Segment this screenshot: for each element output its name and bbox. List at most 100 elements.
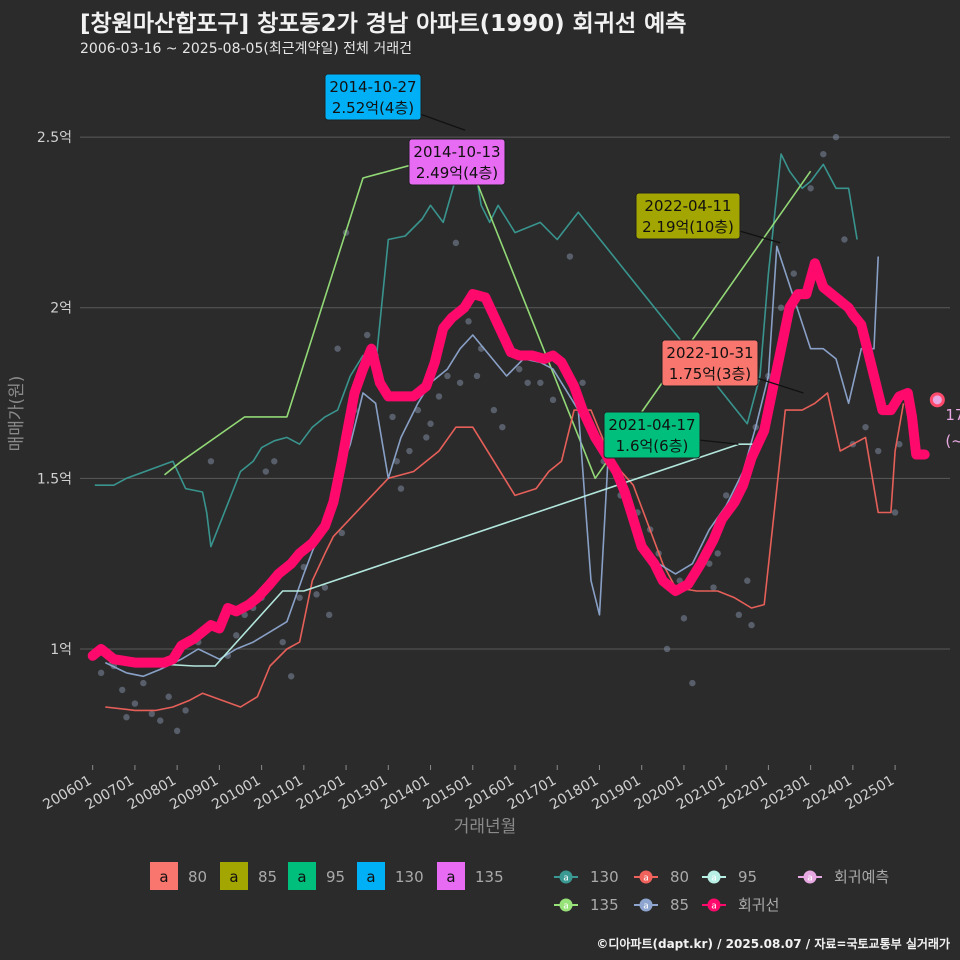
scatter-point xyxy=(537,379,544,386)
series-line-135 xyxy=(163,149,812,480)
annotation-value: 2.19억(10층) xyxy=(642,218,734,236)
scatter-point xyxy=(287,673,295,680)
scatter-point xyxy=(321,584,329,591)
scatter-point xyxy=(393,458,400,465)
scatter-point xyxy=(119,686,126,694)
scatter-point xyxy=(427,420,434,427)
scatter-point xyxy=(499,423,506,431)
scatter-point xyxy=(524,379,531,386)
scatter-point xyxy=(182,707,189,714)
annotation-date: 2021-04-17 xyxy=(608,416,695,434)
scatter-point xyxy=(296,594,303,601)
scatter-point xyxy=(173,727,181,735)
scatter-point xyxy=(207,458,215,465)
y-tick-label: 1억 xyxy=(50,642,72,658)
legend-box-glyph: a xyxy=(297,868,306,886)
legend-line-label: 95 xyxy=(738,868,757,886)
scatter-point xyxy=(807,185,814,192)
scatter-point xyxy=(777,304,785,311)
chart-subtitle: 2006-03-16 ~ 2025-08-05(최근계약일) 전체 거래건 xyxy=(80,41,412,57)
legend-line-label: 130 xyxy=(590,868,619,886)
scatter-point xyxy=(338,529,346,537)
scatter-point xyxy=(490,406,498,414)
scatter-point xyxy=(891,509,899,516)
scatter-point xyxy=(452,239,460,247)
legend-line-label: 회귀예측 xyxy=(834,868,889,886)
scatter-point xyxy=(444,372,451,380)
legend-line-glyph: a xyxy=(807,874,813,884)
scatter-point xyxy=(233,632,240,639)
scatter-point xyxy=(735,611,743,619)
scatter-point xyxy=(473,372,481,380)
y-axis-title: 매매가(원) xyxy=(7,376,27,452)
scatter-point xyxy=(325,611,333,619)
legend-box-swatch xyxy=(288,862,316,890)
y-tick-label: 2억 xyxy=(50,301,72,317)
scatter-point xyxy=(744,577,751,584)
annotation-box xyxy=(661,339,759,387)
legend-line-dot xyxy=(639,870,653,884)
scatter-point xyxy=(313,591,320,598)
scatter-point xyxy=(714,550,721,557)
legend-box-glyph: a xyxy=(366,868,375,886)
forecast-area-label: (~80㎡) xyxy=(945,432,960,450)
legend-line-glyph: a xyxy=(643,902,649,912)
scatter-point xyxy=(516,365,523,373)
legend-line-label: 135 xyxy=(590,896,619,914)
legend-line-dot xyxy=(559,870,573,884)
scatter-point xyxy=(123,714,130,721)
legend-line-glyph: a xyxy=(563,874,569,884)
legend-line-glyph: a xyxy=(563,902,569,912)
scatter-point xyxy=(397,485,405,492)
annotation-value: 1.75억(3층) xyxy=(669,365,751,383)
scatter-point xyxy=(389,413,396,421)
y-tick-label: 2.5억 xyxy=(37,130,72,146)
legend-line-glyph: a xyxy=(711,902,717,912)
scatter-point xyxy=(140,679,147,687)
scatter-point xyxy=(710,584,717,591)
legend-box-swatch xyxy=(437,862,465,890)
scatter-point xyxy=(841,236,848,243)
legend-box-swatch xyxy=(357,862,385,890)
scatter-point xyxy=(820,150,827,158)
scatter-point xyxy=(875,447,882,455)
scatter-point xyxy=(706,560,713,567)
scatter-point xyxy=(423,434,430,441)
scatter-point xyxy=(157,717,164,724)
annotation-box xyxy=(603,411,701,459)
scatter-point xyxy=(549,396,557,404)
annotation-date: 2022-10-31 xyxy=(666,344,753,362)
scatter-point xyxy=(680,615,688,622)
legend-box-glyph: a xyxy=(446,868,455,886)
scatter-point xyxy=(271,458,278,465)
scatter-point xyxy=(165,693,172,700)
regression-line xyxy=(87,258,930,668)
scatter-point xyxy=(663,645,671,653)
scatter-point xyxy=(406,447,413,455)
legend-box-glyph: a xyxy=(159,868,168,886)
x-axis-title: 거래년월 xyxy=(454,817,517,837)
annotation-date: 2014-10-13 xyxy=(413,143,500,161)
annotation-box xyxy=(324,73,422,121)
legend-box-label: 80 xyxy=(188,868,207,886)
forecast-point xyxy=(929,392,945,408)
legend-line-label: 85 xyxy=(670,896,689,914)
y-tick-label: 1.5억 xyxy=(37,471,72,487)
series-line-130 xyxy=(94,153,858,548)
scatter-point xyxy=(131,700,139,707)
chart-title: [창원마산합포구] 창포동2가 경남 아파트(1990) 회귀선 예측 xyxy=(80,11,687,37)
scatter-point xyxy=(465,318,472,325)
scatter-point xyxy=(262,468,270,475)
legend-box-swatch xyxy=(150,862,178,890)
scatter-point xyxy=(896,441,903,448)
scatter-point xyxy=(414,406,422,414)
scatter-point xyxy=(862,423,869,431)
scatter-point xyxy=(456,379,464,386)
chart-footer: ©디아파트(dapt.kr) / 2025.08.07 / 자료=국토교통부 실… xyxy=(596,937,950,951)
series-line-85 xyxy=(104,245,879,678)
annotation-date: 2014-10-27 xyxy=(329,78,416,96)
legend-line-glyph: a xyxy=(711,874,717,884)
x-tick-label: 202501 xyxy=(843,773,897,814)
legend-line-label: 회귀선 xyxy=(738,896,779,914)
